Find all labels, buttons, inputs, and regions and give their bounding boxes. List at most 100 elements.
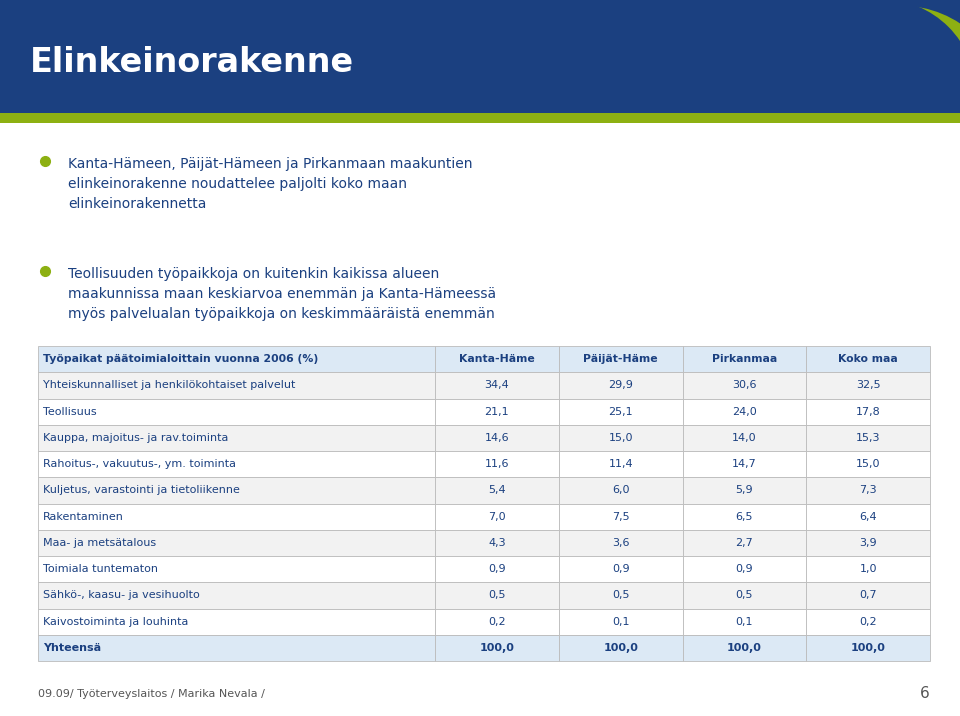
Text: 0,1: 0,1 [735,616,754,626]
Text: 7,5: 7,5 [612,512,630,522]
Bar [559,346,683,372]
Text: 14,0: 14,0 [732,433,756,443]
Bar [806,478,930,503]
Bar [435,372,559,399]
Bar [683,399,806,425]
Bar [683,503,806,530]
Text: Sähkö-, kaasu- ja vesihuolto: Sähkö-, kaasu- ja vesihuolto [43,591,200,601]
Text: 15,0: 15,0 [856,459,880,469]
Text: 7,0: 7,0 [488,512,506,522]
Bar [683,609,806,635]
Bar [806,503,930,530]
Bar [559,425,683,451]
Text: 32,5: 32,5 [856,380,880,390]
Bar [38,635,435,661]
Bar [559,582,683,609]
Text: 30,6: 30,6 [732,380,756,390]
Bar [683,478,806,503]
Text: 15,3: 15,3 [856,433,880,443]
Text: 0,5: 0,5 [488,591,506,601]
Text: 100,0: 100,0 [851,643,886,653]
Bar [0,113,960,123]
Text: 0,9: 0,9 [612,564,630,574]
Bar [38,451,435,478]
Bar [806,372,930,399]
Bar [683,635,806,661]
Bar [559,530,683,556]
Text: 09.09/ Työterveyslaitos / Marika Nevala /: 09.09/ Työterveyslaitos / Marika Nevala … [38,689,265,699]
Bar [683,556,806,582]
Bar [806,399,930,425]
Bar [435,556,559,582]
Text: 0,5: 0,5 [735,591,754,601]
Bar [683,530,806,556]
Bar [559,635,683,661]
Bar [435,503,559,530]
Bar [683,451,806,478]
Text: Pirkanmaa: Pirkanmaa [711,354,777,364]
Text: Elinkeinorakenne: Elinkeinorakenne [30,46,354,79]
Text: 5,9: 5,9 [735,485,754,495]
Text: 100,0: 100,0 [727,643,762,653]
Circle shape [787,0,960,188]
Text: Kuljetus, varastointi ja tietoliikenne: Kuljetus, varastointi ja tietoliikenne [43,485,240,495]
Bar [806,556,930,582]
Text: 4,3: 4,3 [488,538,506,548]
Text: 0,1: 0,1 [612,616,630,626]
Bar [435,635,559,661]
Bar [559,609,683,635]
Text: 11,6: 11,6 [485,459,509,469]
Text: Yhteensä: Yhteensä [43,643,101,653]
Bar [38,372,435,399]
Text: 14,7: 14,7 [732,459,756,469]
Text: 3,6: 3,6 [612,538,630,548]
Text: 3,9: 3,9 [859,538,877,548]
Bar [806,635,930,661]
Text: 6,5: 6,5 [735,512,754,522]
Bar [38,503,435,530]
Bar [435,451,559,478]
Bar [0,0,960,113]
Bar [559,556,683,582]
Bar [559,451,683,478]
Bar [806,582,930,609]
Text: 0,2: 0,2 [488,616,506,626]
Text: Päijät-Häme: Päijät-Häme [584,354,658,364]
Bar [38,530,435,556]
Text: 25,1: 25,1 [609,407,633,417]
Bar [559,399,683,425]
Text: 0,9: 0,9 [735,564,754,574]
Text: 0,9: 0,9 [488,564,506,574]
Text: Koko maa: Koko maa [838,354,899,364]
Bar [435,346,559,372]
Bar [559,478,683,503]
Text: 1,0: 1,0 [859,564,877,574]
Text: Kauppa, majoitus- ja rav.toiminta: Kauppa, majoitus- ja rav.toiminta [43,433,228,443]
Bar [806,530,930,556]
Bar [806,346,930,372]
Bar [435,478,559,503]
Text: 21,1: 21,1 [485,407,509,417]
Bar [435,609,559,635]
Bar [38,346,435,372]
Bar [0,0,960,113]
Circle shape [794,6,960,221]
Text: 7,3: 7,3 [859,485,877,495]
Bar [559,503,683,530]
Text: 0,5: 0,5 [612,591,630,601]
Bar [435,530,559,556]
Bar [435,425,559,451]
Text: 17,8: 17,8 [856,407,880,417]
Bar [683,346,806,372]
Bar [806,451,930,478]
Text: Maa- ja metsätalous: Maa- ja metsätalous [43,538,156,548]
Text: 14,6: 14,6 [485,433,509,443]
Text: 24,0: 24,0 [732,407,756,417]
Text: 34,4: 34,4 [485,380,509,390]
Text: 5,4: 5,4 [488,485,506,495]
Text: Toimiala tuntematon: Toimiala tuntematon [43,564,158,574]
Text: Kanta-Hämeen, Päijät-Hämeen ja Pirkanmaan maakuntien
elinkeinorakenne noudattele: Kanta-Hämeen, Päijät-Hämeen ja Pirkanmaa… [68,157,472,211]
Text: 0,2: 0,2 [859,616,877,626]
Text: 0,7: 0,7 [859,591,877,601]
Bar [435,399,559,425]
